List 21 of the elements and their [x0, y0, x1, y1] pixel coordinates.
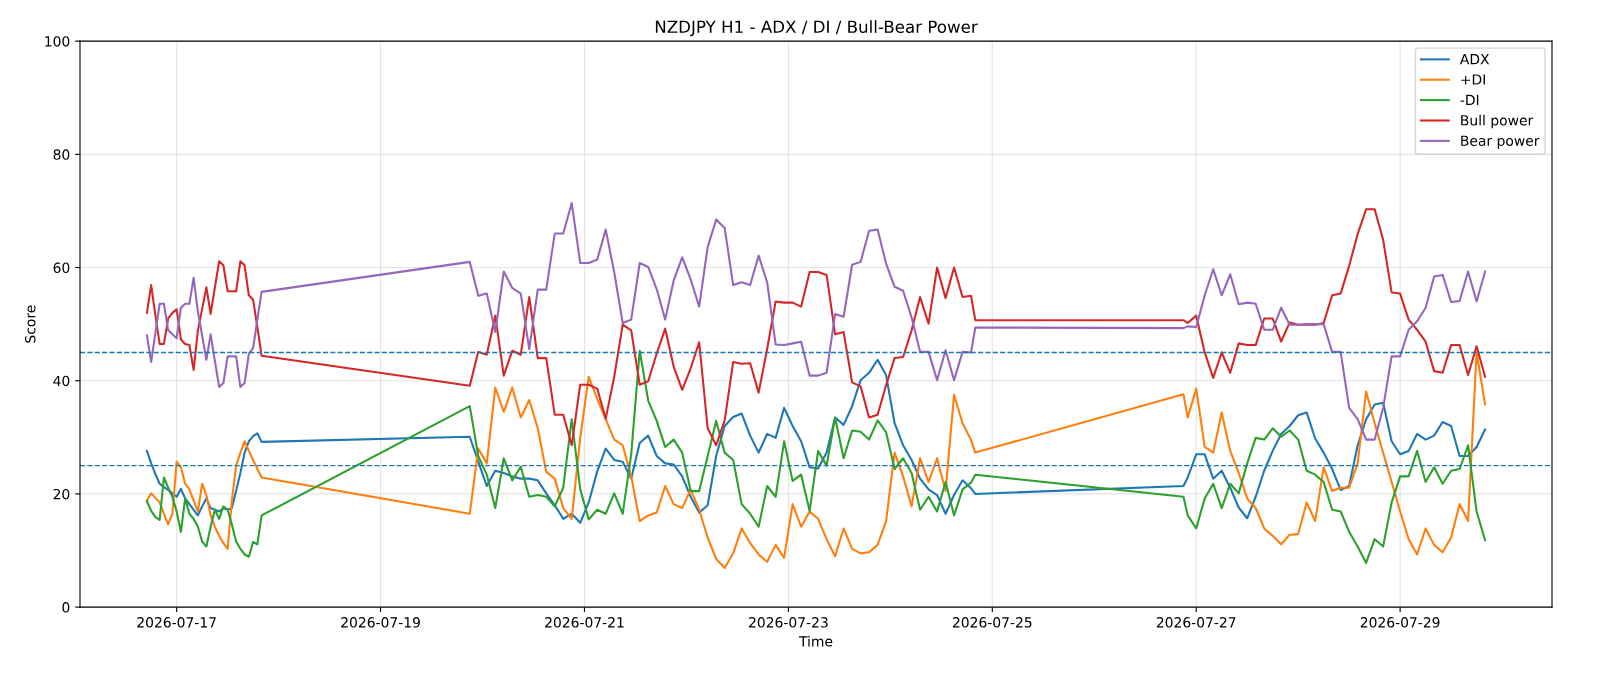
x-tick-label: 2026-07-25 — [952, 617, 1032, 628]
y-tick-label: 80 — [53, 149, 70, 160]
x-tick-label: 2026-07-21 — [545, 617, 624, 628]
y-tick-label: 40 — [53, 375, 70, 387]
y-tick-label: 0 — [62, 602, 70, 613]
legend-label: +DI — [1461, 74, 1485, 85]
x-tick-label: 2026-07-19 — [341, 617, 420, 628]
x-tick-label: 2026-07-17 — [137, 617, 216, 628]
legend-label: ADX — [1459, 54, 1490, 65]
chart-title: NZDJPY H1 - ADX / DI / Bull-Bear Power — [655, 20, 978, 37]
legend-label: Bull power — [1461, 114, 1534, 129]
y-tick-label: 60 — [53, 262, 70, 274]
x-tick-label: 2026-07-23 — [749, 617, 828, 628]
x-tick-label: 2026-07-29 — [1360, 617, 1440, 628]
legend-label: Bear power — [1461, 135, 1540, 149]
y-axis-title: Score — [25, 305, 36, 343]
legend-label: -DI — [1460, 94, 1479, 105]
y-tick-label: 20 — [53, 488, 70, 500]
x-axis-title: Time — [798, 635, 833, 647]
x-tick-label: 2026-07-27 — [1156, 617, 1236, 628]
y-tick-label: 100 — [45, 36, 70, 47]
